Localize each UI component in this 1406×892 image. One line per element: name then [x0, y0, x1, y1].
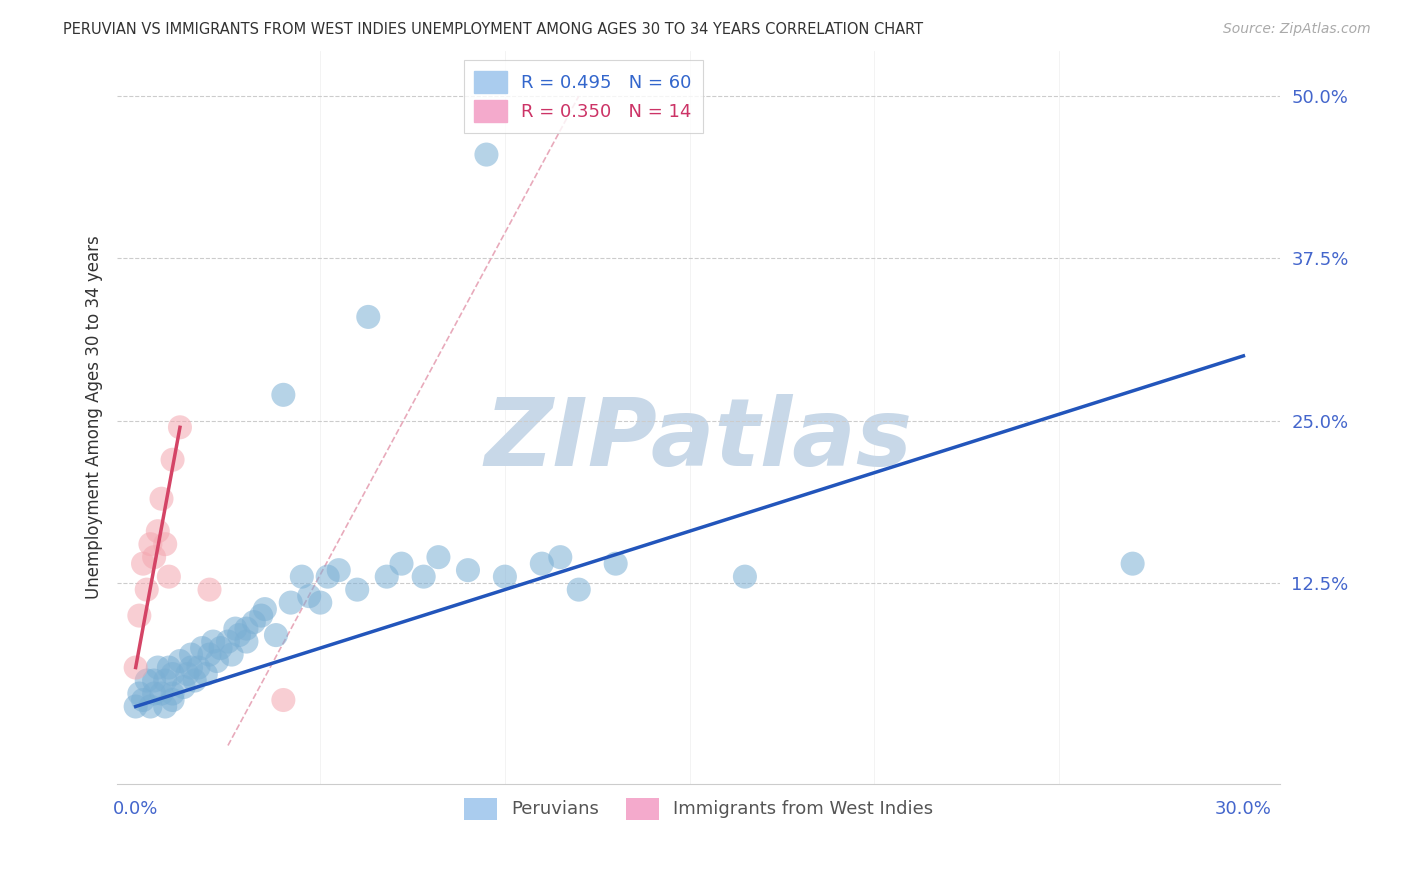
Point	[346, 582, 368, 597]
Point	[153, 673, 176, 688]
Point	[157, 569, 180, 583]
Point	[235, 634, 257, 648]
Point	[153, 537, 176, 551]
Point	[291, 569, 314, 583]
Point	[139, 699, 162, 714]
Text: Source: ZipAtlas.com: Source: ZipAtlas.com	[1223, 22, 1371, 37]
Point	[132, 557, 155, 571]
Point	[176, 667, 198, 681]
Point	[146, 524, 169, 539]
Point	[146, 660, 169, 674]
Point	[198, 582, 221, 597]
Point	[150, 491, 173, 506]
Point	[243, 615, 266, 629]
Point	[180, 660, 202, 674]
Point	[143, 550, 166, 565]
Point	[128, 686, 150, 700]
Text: ZIPatlas: ZIPatlas	[485, 393, 912, 485]
Point	[217, 634, 239, 648]
Point	[139, 537, 162, 551]
Point	[143, 686, 166, 700]
Point	[375, 569, 398, 583]
Point	[568, 582, 591, 597]
Point	[427, 550, 450, 565]
Point	[194, 667, 217, 681]
Point	[153, 699, 176, 714]
Point	[135, 582, 157, 597]
Point	[228, 628, 250, 642]
Point	[124, 660, 146, 674]
Point	[253, 602, 276, 616]
Point	[412, 569, 434, 583]
Y-axis label: Unemployment Among Ages 30 to 34 years: Unemployment Among Ages 30 to 34 years	[86, 235, 103, 599]
Point	[169, 654, 191, 668]
Point	[224, 622, 246, 636]
Point	[221, 648, 243, 662]
Point	[530, 557, 553, 571]
Point	[316, 569, 339, 583]
Point	[180, 648, 202, 662]
Point	[494, 569, 516, 583]
Point	[132, 693, 155, 707]
Point	[235, 622, 257, 636]
Point	[328, 563, 350, 577]
Point	[280, 596, 302, 610]
Point	[135, 673, 157, 688]
Text: PERUVIAN VS IMMIGRANTS FROM WEST INDIES UNEMPLOYMENT AMONG AGES 30 TO 34 YEARS C: PERUVIAN VS IMMIGRANTS FROM WEST INDIES …	[63, 22, 924, 37]
Point	[169, 420, 191, 434]
Point	[202, 634, 225, 648]
Point	[273, 388, 295, 402]
Legend: Peruvians, Immigrants from West Indies: Peruvians, Immigrants from West Indies	[457, 790, 941, 827]
Point	[162, 693, 184, 707]
Point	[475, 147, 498, 161]
Point	[143, 673, 166, 688]
Point	[128, 608, 150, 623]
Point	[191, 641, 214, 656]
Point	[157, 660, 180, 674]
Point	[162, 452, 184, 467]
Point	[250, 608, 273, 623]
Point	[173, 680, 195, 694]
Point	[264, 628, 287, 642]
Point	[734, 569, 756, 583]
Point	[209, 641, 232, 656]
Point	[357, 310, 380, 324]
Point	[187, 660, 209, 674]
Point	[184, 673, 207, 688]
Point	[298, 589, 321, 603]
Point	[457, 563, 479, 577]
Point	[205, 654, 228, 668]
Point	[198, 648, 221, 662]
Point	[150, 686, 173, 700]
Point	[309, 596, 332, 610]
Point	[162, 667, 184, 681]
Point	[1122, 557, 1144, 571]
Point	[605, 557, 627, 571]
Point	[273, 693, 295, 707]
Point	[550, 550, 572, 565]
Point	[124, 699, 146, 714]
Point	[391, 557, 413, 571]
Point	[162, 686, 184, 700]
